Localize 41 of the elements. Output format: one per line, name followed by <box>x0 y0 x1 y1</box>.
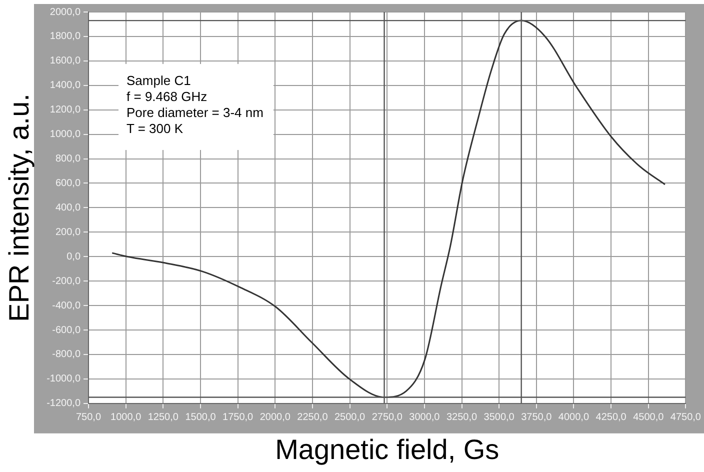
y-tick-label: -1000,0 <box>46 374 81 385</box>
x-tick-label: 4750,0 <box>670 412 702 424</box>
annotation: Pore diameter = 3-4 nm <box>126 105 264 120</box>
y-tick-label: 1800,0 <box>50 31 81 42</box>
x-tick-label: 1250,0 <box>148 412 179 424</box>
x-tick-label: 1500,0 <box>185 412 216 424</box>
x-tick-label: 3750,0 <box>521 412 552 424</box>
y-tick-label: -200,0 <box>52 276 81 287</box>
x-tick-label: 750,0 <box>76 412 102 424</box>
x-axis-title: Magnetic field, Gs <box>275 434 500 465</box>
x-tick-label: 4000,0 <box>558 412 590 424</box>
y-tick-label: 1000,0 <box>50 129 81 140</box>
annotation: f = 9.468 GHz <box>126 89 208 104</box>
line-series <box>111 20 666 398</box>
x-tick-label: 4500,0 <box>633 412 664 424</box>
y-tick-label: -1200,0 <box>46 398 81 410</box>
x-tick-label: 1000,0 <box>110 412 142 424</box>
x-tick-label: 3000,0 <box>409 412 440 424</box>
x-tick-label: 3250,0 <box>446 412 478 424</box>
y-tick-label: 1600,0 <box>50 56 81 67</box>
annotation: T = 300 K <box>126 121 184 136</box>
y-tick-label: 0,0 <box>66 251 81 262</box>
x-tick-label: 4250,0 <box>596 412 627 424</box>
x-tick-label: 2250,0 <box>297 412 328 424</box>
x-tick-label: 3500,0 <box>484 412 515 424</box>
y-tick-label: 800,0 <box>55 154 81 165</box>
y-tick-label: -800,0 <box>52 349 81 360</box>
y-tick-label: 1200,0 <box>50 104 81 116</box>
x-tick-label: 2500,0 <box>334 412 366 424</box>
y-axis-title: EPR intensity, a.u. <box>4 94 35 322</box>
y-tick-label: 1400,0 <box>50 80 81 92</box>
y-tick-label: 600,0 <box>55 178 81 189</box>
y-tick-label: -600,0 <box>52 324 81 336</box>
y-tick-label: 400,0 <box>55 202 81 214</box>
x-tick-label: 2000,0 <box>260 412 291 424</box>
y-tick-label: 200,0 <box>55 226 81 238</box>
x-tick-label: 2750,0 <box>372 412 403 424</box>
y-tick-label: -400,0 <box>52 300 81 312</box>
x-tick-label: 1750,0 <box>222 412 254 424</box>
y-tick-label: 2000,0 <box>50 6 81 18</box>
annotation: Sample C1 <box>126 73 191 88</box>
